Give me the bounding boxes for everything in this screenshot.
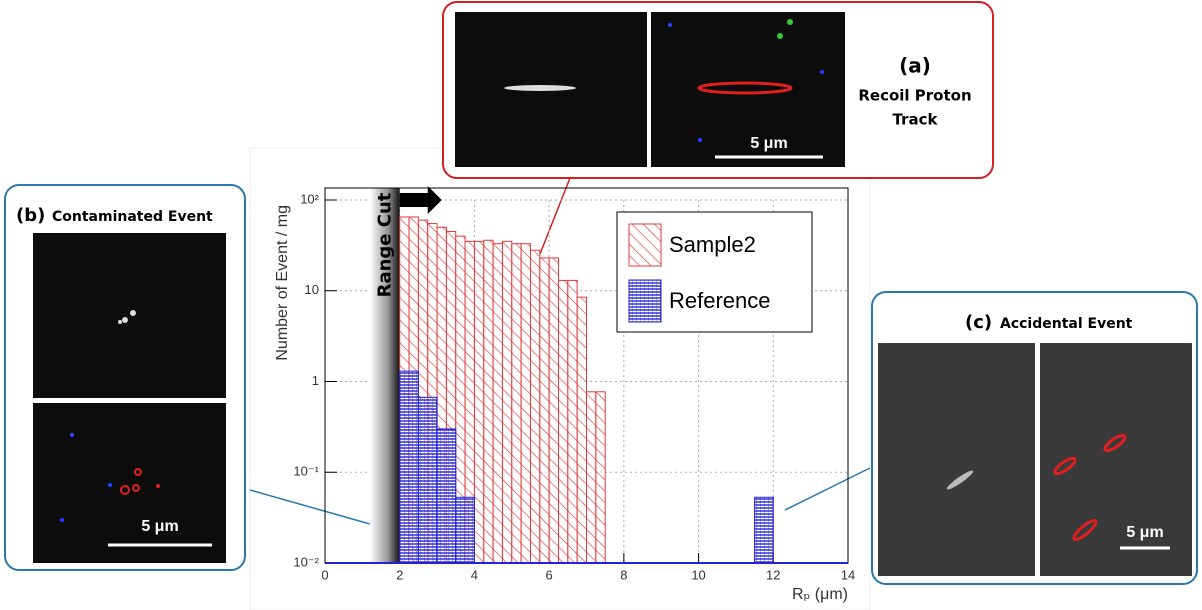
x-tick-label: 2 <box>396 567 403 582</box>
bar <box>567 279 578 564</box>
micrograph <box>33 403 226 563</box>
x-axis-label: Rₚ (μm) <box>792 586 848 603</box>
bar <box>473 240 485 564</box>
x-tick-label: 6 <box>546 567 553 582</box>
bar <box>586 391 597 564</box>
bar <box>529 249 541 564</box>
y-axis-label: Number of Event / mg <box>274 205 291 361</box>
bar <box>595 391 606 564</box>
tracks <box>946 433 1127 542</box>
y-tick-label: 10² <box>300 191 319 206</box>
bar <box>520 243 531 564</box>
panel-caption: Accidental Event <box>1000 316 1133 332</box>
x-tick-label: 8 <box>620 567 627 582</box>
bar <box>501 240 513 564</box>
panel-label: (a) <box>899 54 931 78</box>
bar <box>436 428 457 564</box>
micrograph <box>33 233 226 398</box>
bar <box>576 296 587 564</box>
panel-label: (c) <box>965 312 992 333</box>
panel-caption: Track <box>893 111 939 129</box>
x-tick-label: 12 <box>766 567 780 582</box>
bar <box>511 243 522 564</box>
bar <box>417 396 438 564</box>
x-tick-label: 10 <box>691 567 705 582</box>
range-cut-arrow <box>399 186 442 214</box>
micrograph <box>878 343 1035 576</box>
range-cut-band <box>369 188 400 563</box>
y-tick-label: 10 <box>305 282 319 297</box>
bar <box>539 257 550 564</box>
bar <box>754 496 774 564</box>
bar <box>548 257 559 564</box>
legend-swatch <box>628 223 662 267</box>
panel-caption: Recoil Proton <box>858 87 971 105</box>
callout <box>539 177 571 255</box>
micrograph <box>651 12 845 167</box>
x-tick-label: 0 <box>321 567 328 582</box>
y-tick-label: 10⁻² <box>293 554 319 569</box>
x-tick-label: 14 <box>841 567 855 582</box>
legend-swatch <box>628 279 662 323</box>
micrograph <box>1040 343 1192 576</box>
y-tick-label: 10⁻¹ <box>293 464 319 479</box>
range-cut-label: Range Cut <box>375 192 396 297</box>
bar <box>557 279 569 564</box>
y-tick-label: 1 <box>312 373 319 388</box>
legend-label: Reference <box>669 288 771 313</box>
bar <box>455 496 475 564</box>
bar <box>483 239 494 564</box>
scale-label: 5 μm <box>141 518 178 535</box>
bar <box>399 370 419 564</box>
bar <box>492 243 503 564</box>
panel-label: (b) <box>16 205 45 226</box>
scale-label: 5 μm <box>750 135 787 152</box>
callout <box>784 467 871 511</box>
legend-label: Sample2 <box>669 232 756 257</box>
panel-caption: Contaminated Event <box>52 209 213 225</box>
scale-label: 5 μm <box>1126 524 1163 541</box>
dots <box>60 310 160 522</box>
track-dots <box>504 19 824 142</box>
x-tick-label: 4 <box>471 567 478 582</box>
